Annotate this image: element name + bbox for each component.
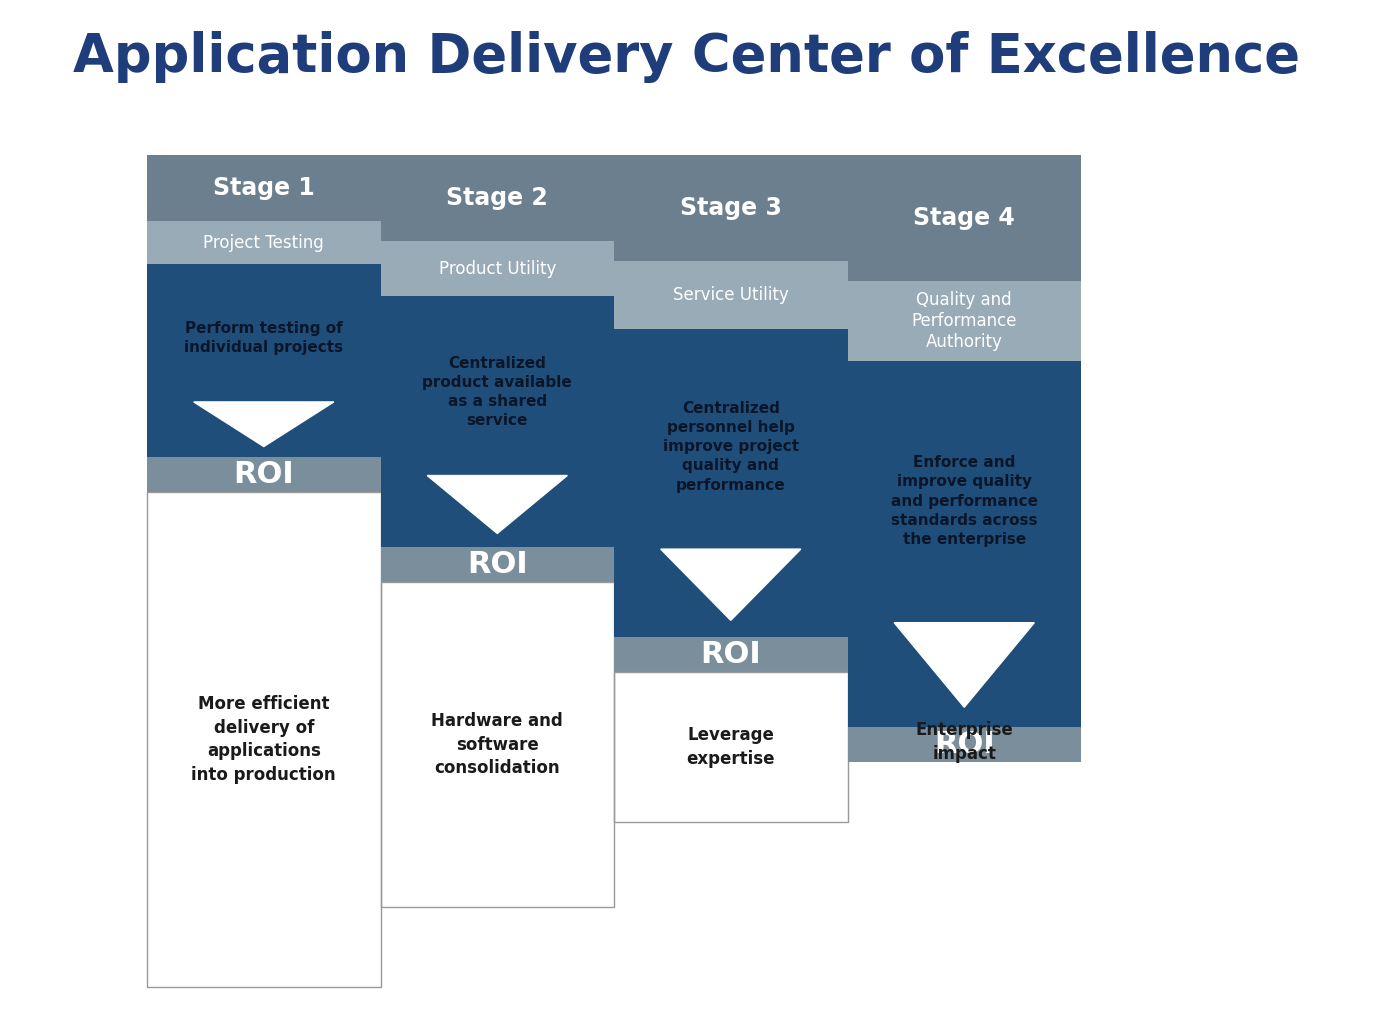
Bar [380,296,614,547]
Bar [147,457,380,492]
Bar [614,328,848,637]
Bar [380,155,614,241]
Text: Enforce and
improve quality
and performance
standards across
the enterprise: Enforce and improve quality and performa… [891,456,1037,547]
Bar [147,263,380,457]
Text: ROI: ROI [234,460,295,489]
Text: Application Delivery Center of Excellence: Application Delivery Center of Excellenc… [73,31,1300,83]
Polygon shape [895,622,1034,707]
Bar [848,727,1082,762]
Text: Centralized
personnel help
improve project
quality and
performance: Centralized personnel help improve proje… [662,401,799,492]
Text: More efficient
delivery of
applications
into production: More efficient delivery of applications … [191,695,336,784]
Text: Service Utility: Service Utility [674,286,788,304]
Text: Stage 4: Stage 4 [913,205,1015,230]
Text: Stage 3: Stage 3 [680,196,781,220]
Polygon shape [427,476,567,534]
Text: Centralized
product available
as a shared
service: Centralized product available as a share… [422,356,573,428]
Bar [614,261,848,328]
Polygon shape [194,402,333,446]
Text: Enterprise
impact: Enterprise impact [916,721,1014,763]
Text: Product Utility: Product Utility [438,259,556,278]
Text: ROI: ROI [700,640,761,669]
Text: ROI: ROI [467,550,528,579]
Bar [147,155,380,222]
Text: ROI: ROI [934,730,994,759]
Bar [614,637,848,672]
Text: Hardware and
software
consolidation: Hardware and software consolidation [431,712,563,777]
Bar [848,155,1082,281]
Bar [380,582,614,907]
Bar [848,281,1082,361]
Bar [380,547,614,582]
Bar [848,361,1082,727]
Text: Stage 1: Stage 1 [213,176,315,200]
Bar [614,155,848,261]
Polygon shape [661,549,801,620]
Bar [147,222,380,263]
Text: Project Testing: Project Testing [203,234,324,251]
Text: Quality and
Performance
Authority: Quality and Performance Authority [911,291,1017,351]
Bar [614,672,848,822]
Text: Perform testing of
individual projects: Perform testing of individual projects [184,320,343,355]
Bar [147,492,380,988]
Text: Leverage
expertise: Leverage expertise [686,726,774,768]
Text: Stage 2: Stage 2 [447,186,548,211]
Bar [380,241,614,296]
